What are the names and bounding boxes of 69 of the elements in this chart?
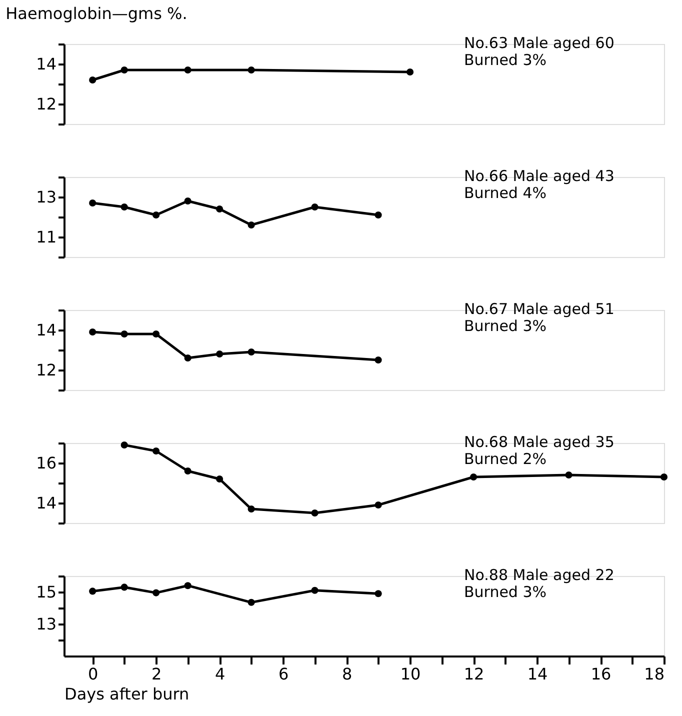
x-axis-title: Days after burn [64, 684, 190, 704]
x-tick-label: 6 [278, 664, 289, 684]
point [89, 588, 96, 595]
x-tick-label: 8 [342, 664, 352, 684]
point [248, 505, 255, 513]
point [248, 221, 255, 229]
point [565, 471, 572, 479]
x-tick-label: 10 [400, 664, 421, 684]
annotation: No.68 Male aged 35 [464, 433, 614, 451]
point [120, 584, 128, 591]
point [248, 348, 255, 356]
point [216, 475, 224, 483]
point [374, 501, 382, 509]
point [89, 328, 96, 336]
y-tick-label: 16 [36, 454, 56, 472]
y-tick-label: 13 [36, 188, 56, 206]
point [152, 589, 160, 596]
point [152, 330, 160, 338]
y-tick-label: 15 [36, 582, 56, 602]
y-tick-label: 13 [36, 614, 56, 634]
y-tick-label: 14 [36, 494, 56, 512]
y-axis-title: Haemoglobin—gms %. [6, 4, 188, 23]
point [120, 330, 128, 338]
point [374, 590, 382, 598]
point [89, 76, 96, 84]
point [470, 473, 478, 481]
y-tick-label: 12 [36, 94, 56, 114]
annotation: Burned 4% [464, 184, 547, 202]
point [184, 354, 192, 362]
x-tick-label: 12 [464, 664, 484, 684]
y-tick-label: 11 [36, 228, 56, 246]
annotation: No.67 Male aged 51 [464, 300, 614, 318]
annotation: Burned 3% [464, 51, 547, 69]
point [184, 467, 192, 475]
x-tick-label: 18 [644, 664, 664, 684]
point [374, 356, 382, 364]
point [184, 582, 192, 590]
point [311, 203, 318, 211]
point [374, 211, 382, 219]
annotation: Burned 3% [464, 583, 547, 601]
x-tick-label: 0 [88, 664, 98, 684]
x-tick-label: 2 [151, 664, 162, 684]
y-tick-label: 12 [36, 360, 56, 380]
point [216, 350, 224, 358]
y-tick-label: 14 [36, 54, 56, 74]
x-tick-label: 4 [214, 664, 226, 684]
point [248, 66, 255, 74]
point [152, 211, 160, 219]
point [120, 66, 128, 74]
point [406, 68, 414, 76]
annotation: Burned 3% [464, 317, 547, 335]
x-tick-label: 14 [527, 664, 548, 684]
point [311, 586, 318, 594]
annotation: Burned 2% [464, 450, 547, 468]
point [120, 441, 128, 449]
annotation: No.63 Male aged 60 [464, 34, 614, 52]
point [311, 509, 318, 517]
annotation: No.66 Male aged 43 [464, 167, 614, 185]
point [660, 473, 668, 481]
point [120, 203, 128, 211]
annotation: No.88 Male aged 22 [464, 566, 614, 584]
point [184, 197, 192, 205]
point [248, 598, 255, 606]
x-tick-label: 16 [590, 664, 612, 684]
point [184, 66, 192, 74]
y-tick-label: 14 [36, 320, 56, 340]
point [216, 205, 224, 213]
point [152, 447, 160, 455]
point [89, 199, 96, 207]
